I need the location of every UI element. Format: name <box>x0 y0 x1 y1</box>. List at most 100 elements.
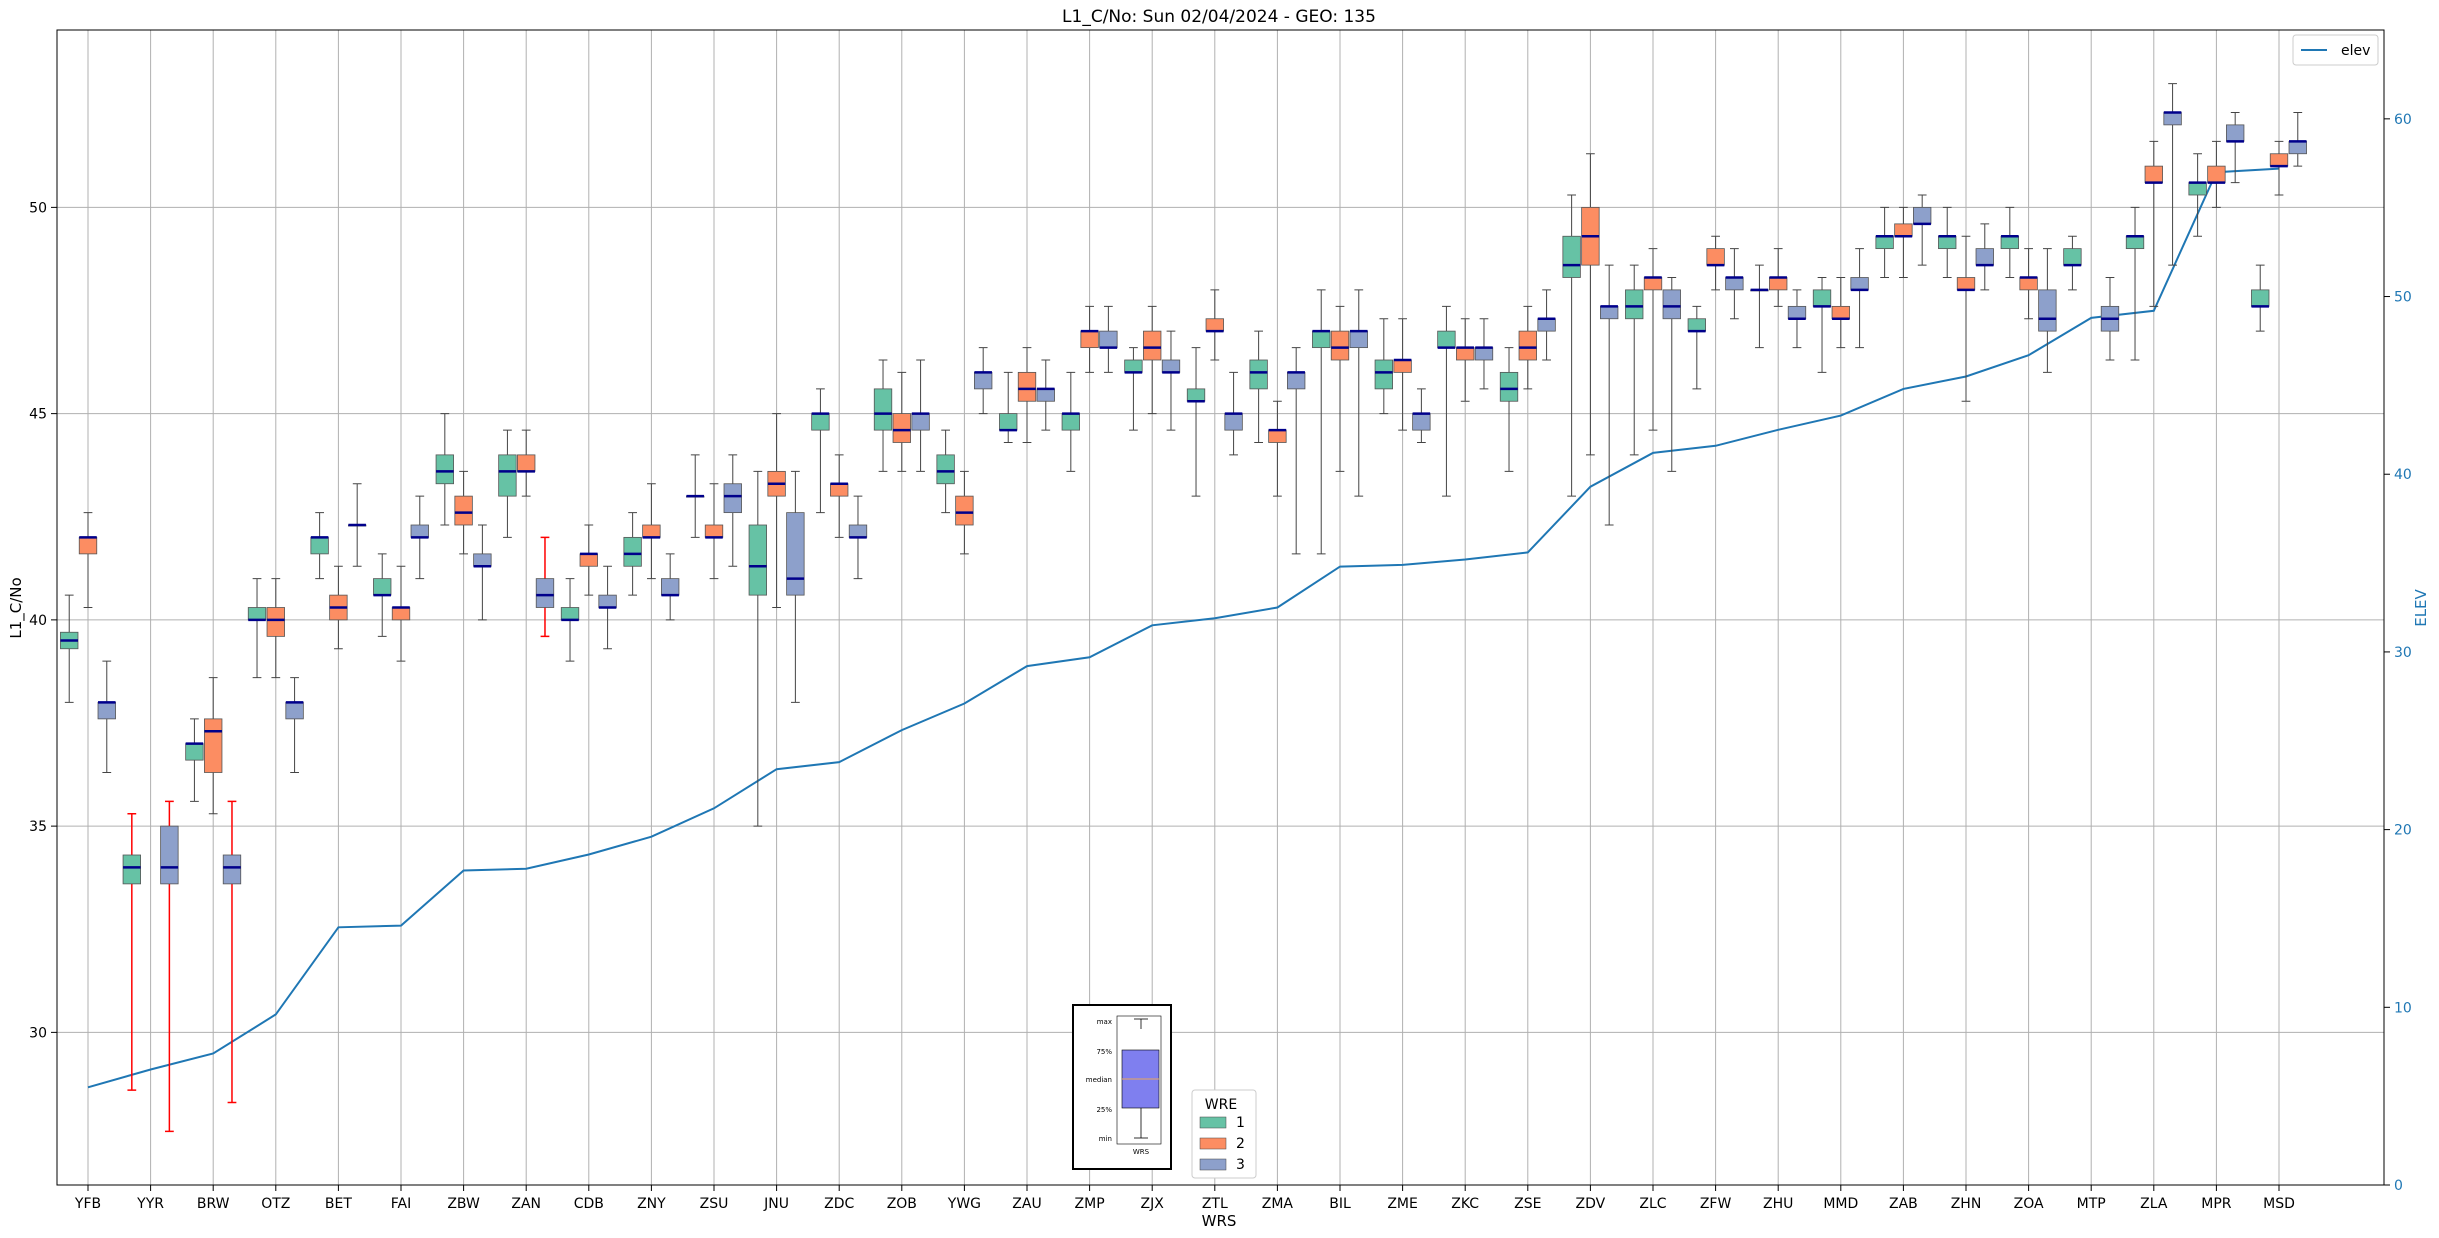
box-body <box>1975 248 1994 266</box>
x-tick-label: ZLA <box>2140 1196 2168 1212</box>
box-ZOB-wre1 <box>873 359 893 472</box>
box-body <box>1850 277 1869 291</box>
box-body <box>1186 388 1206 402</box>
wre-legend-label-3: 3 <box>1236 1157 1245 1173</box>
wre-legend-label-2: 2 <box>1236 1136 1245 1152</box>
elev-line-layer <box>87 167 2280 1089</box>
box-body <box>498 454 517 497</box>
box-CDB-wre2 <box>579 524 598 596</box>
wre-legend-label-1: 1 <box>1236 1115 1245 1131</box>
box-body <box>517 454 536 472</box>
box-ZHN-wre2 <box>1956 235 1976 402</box>
box-body <box>2207 165 2226 184</box>
y-axis-left: 30 35 40 45 50 <box>29 200 57 1041</box>
box-ZHN-wre1 <box>1938 206 1957 278</box>
box-ZSE-wre2 <box>1518 305 1537 390</box>
box-body <box>204 718 223 773</box>
box-BRW-wre3 <box>222 800 242 1104</box>
box-FAI-wre2 <box>391 565 411 662</box>
box-body <box>892 413 911 443</box>
x-tick-label: MTP <box>2077 1196 2106 1212</box>
box-body <box>373 578 392 596</box>
box-ZFW-wre2 <box>1706 235 1725 291</box>
box-body <box>1099 330 1118 349</box>
box-ZAU-wre1 <box>999 371 1018 443</box>
box-body <box>1205 318 1224 332</box>
box-ZAN-wre2 <box>517 429 536 497</box>
box-ZNY-wre2 <box>642 483 661 580</box>
box-body <box>310 536 329 555</box>
box-body <box>1287 371 1306 390</box>
y-right-tick-label: 50 <box>2394 290 2412 306</box>
box-MTP-wre1 <box>2063 235 2082 291</box>
box-YFB-wre3 <box>97 660 116 773</box>
box-ZAU-wre2 <box>1017 347 1037 443</box>
box-body <box>1312 330 1331 349</box>
x-tick-label: ZBW <box>447 1196 480 1212</box>
box-ZSE-wre3 <box>1537 289 1556 361</box>
box-body <box>623 536 642 567</box>
wre-legend-title: WRE <box>1205 1097 1237 1113</box>
box-ZDV-wre2 <box>1581 153 1600 456</box>
box-ZBW-wre3 <box>473 524 492 621</box>
box-FAI-wre1 <box>373 553 392 637</box>
y-axis-label: L1_C/No <box>7 577 26 638</box>
inset-label-max: max <box>1097 1018 1112 1026</box>
box-BET-wre1 <box>310 512 329 580</box>
x-tick-label: ZAU <box>1012 1196 1041 1212</box>
box-CDB-wre1 <box>560 578 580 662</box>
box-body <box>1706 248 1725 266</box>
box-ZSU-wre3 <box>723 454 742 567</box>
box-BIL-wre1 <box>1312 289 1331 555</box>
y-right-tick-label: 0 <box>2394 1178 2403 1194</box>
box-body <box>2144 165 2163 184</box>
box-body <box>661 578 680 596</box>
box-ZOA-wre1 <box>2000 206 2019 278</box>
box-body <box>999 413 1018 431</box>
inset-label-q1: 25% <box>1096 1106 1112 1114</box>
box-body <box>2019 277 2038 291</box>
box-ZLC-wre1 <box>1625 264 1644 456</box>
box-body <box>78 536 98 555</box>
box-ZSU-wre2 <box>704 483 724 580</box>
box-ZMA-wre2 <box>1268 400 1287 497</box>
box-FAI-wre3 <box>410 495 429 580</box>
box-body <box>1374 359 1393 390</box>
box-body <box>122 854 141 885</box>
box-body <box>2226 124 2245 142</box>
box-body <box>1499 371 1519 402</box>
box-JNU-wre2 <box>767 413 786 608</box>
box-YFB-wre2 <box>78 512 98 608</box>
box-body <box>1831 305 1850 320</box>
box-YYR-wre1 <box>122 813 141 1091</box>
box-body <box>848 524 868 538</box>
box-ZLA-wre1 <box>2125 206 2145 361</box>
box-ZBW-wre1 <box>435 413 454 526</box>
box-body <box>185 743 204 761</box>
box-body <box>2251 289 2270 307</box>
box-body <box>1518 330 1537 361</box>
box-ZDC-wre1 <box>811 388 830 514</box>
box-body <box>1474 347 1494 361</box>
y-right-tick-label: 30 <box>2394 645 2412 661</box>
box-BRW-wre1 <box>185 718 204 802</box>
box-ZFW-wre1 <box>1687 305 1706 390</box>
box-body <box>1456 347 1475 361</box>
box-body <box>830 483 849 497</box>
box-ZAN-wre3 <box>535 536 555 638</box>
x-tick-label: ZDC <box>824 1196 854 1212</box>
box-ZBW-wre2 <box>454 470 473 555</box>
box-JNU-wre1 <box>748 470 767 827</box>
x-tick-label: CDB <box>574 1196 604 1212</box>
box-ZLA-wre3 <box>2163 83 2182 266</box>
box-ZKC-wre3 <box>1474 318 1494 390</box>
box-ZAU-wre3 <box>1036 359 1055 431</box>
box-body <box>2288 140 2307 155</box>
x-tick-label: ZFW <box>1700 1196 1732 1212</box>
box-ZJX-wre3 <box>1161 330 1181 431</box>
x-tick-label: MMD <box>1823 1196 1858 1212</box>
box-body <box>1330 330 1350 361</box>
x-tick-label: YYR <box>136 1196 164 1212</box>
box-ZTL-wre3 <box>1224 371 1243 456</box>
box-body <box>642 524 661 538</box>
